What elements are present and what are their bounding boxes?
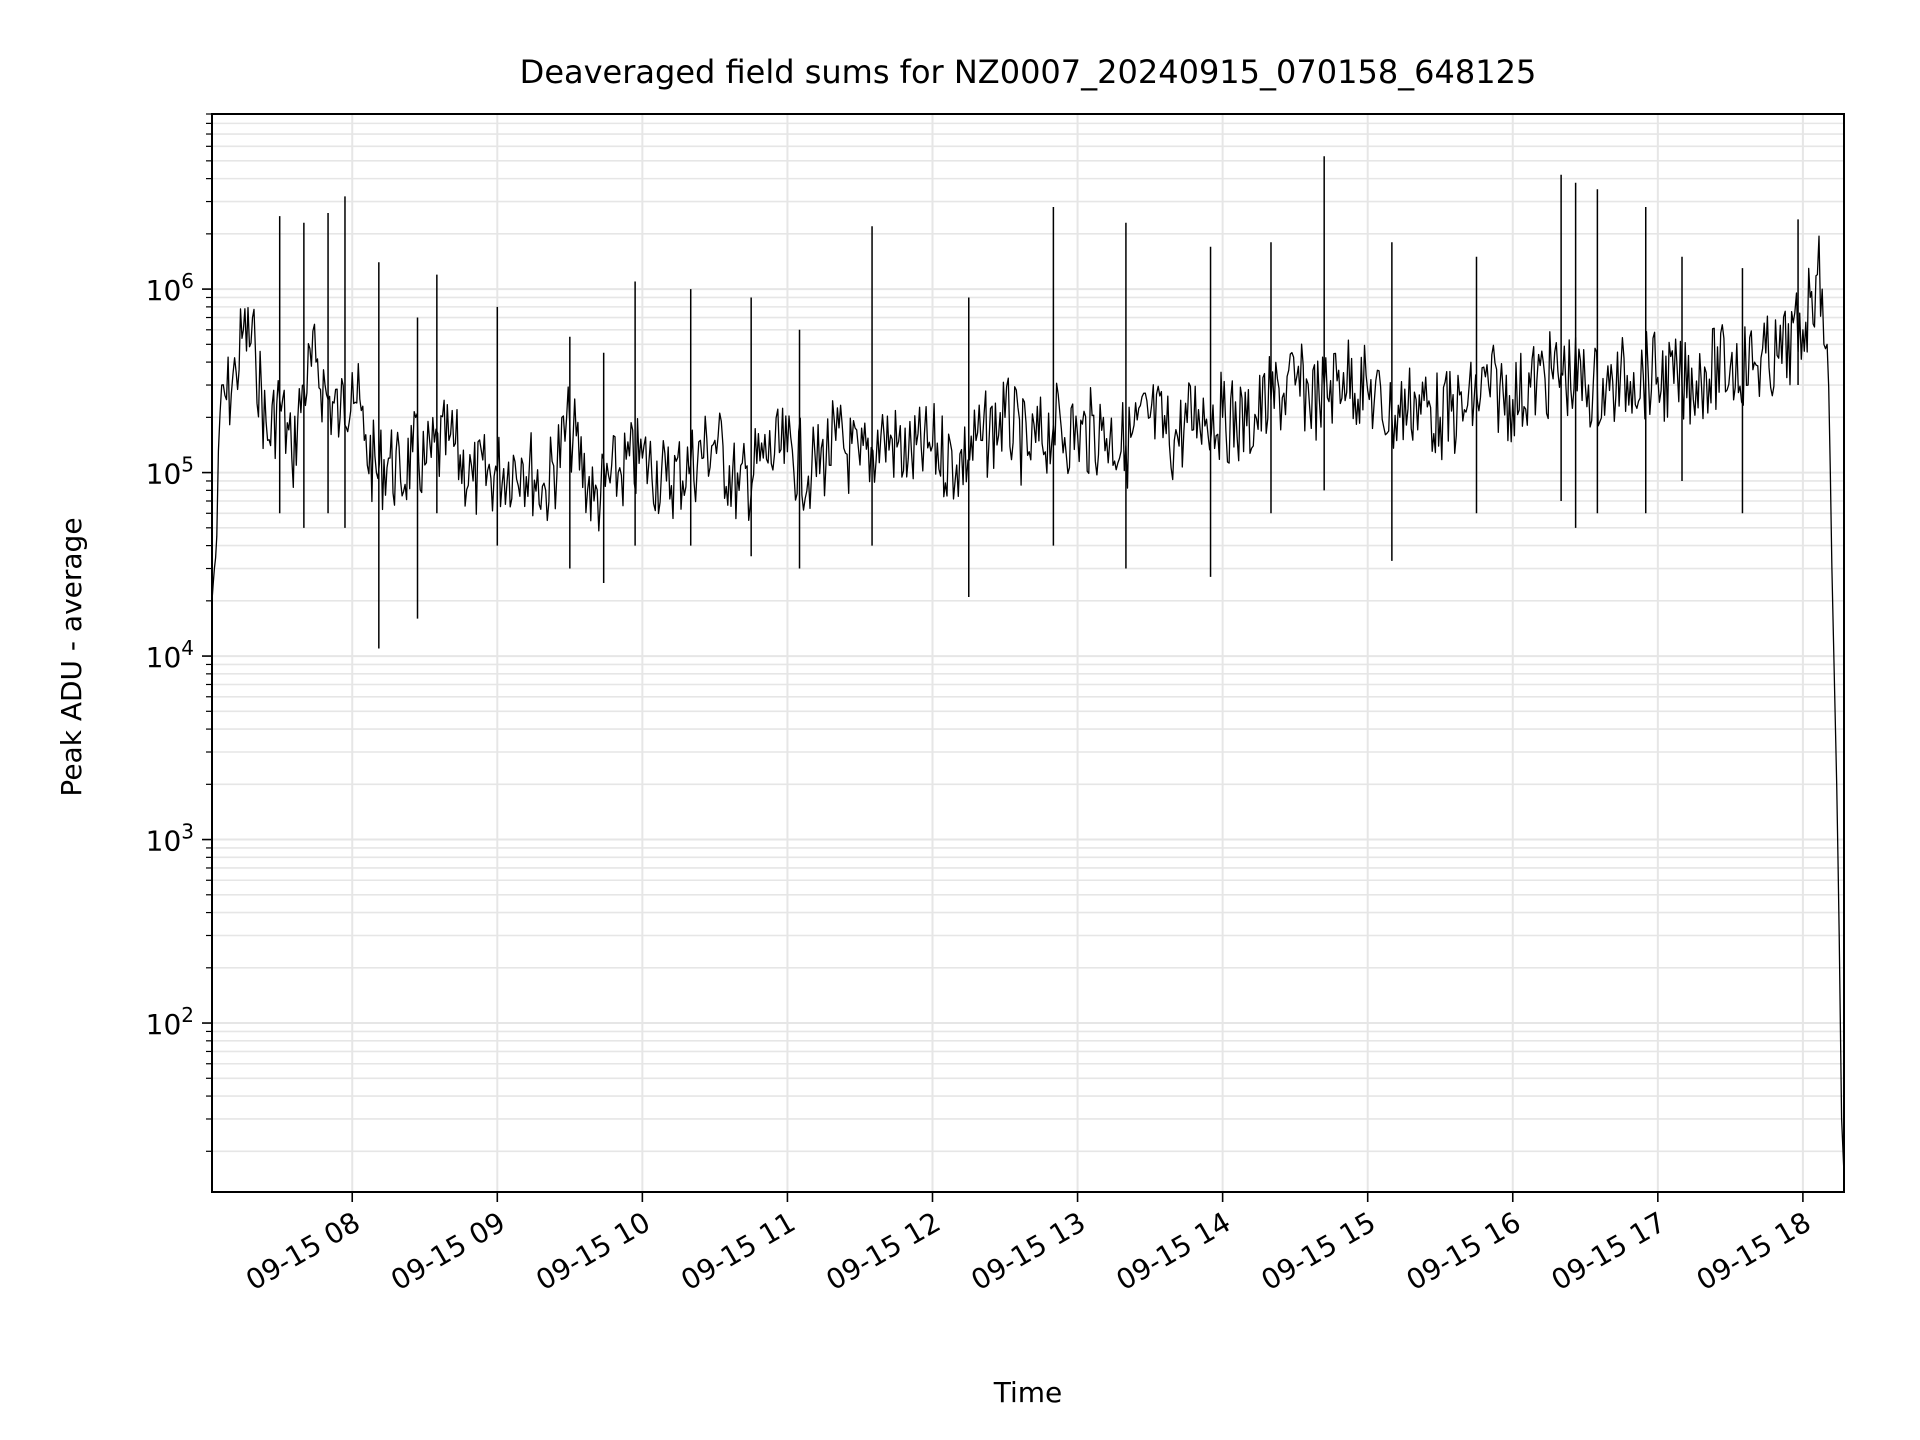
data-layer bbox=[212, 156, 1844, 1175]
x-axis-label: Time bbox=[993, 1376, 1063, 1409]
axes-frame bbox=[211, 113, 1845, 1193]
y-tick-label: 104 bbox=[146, 636, 194, 674]
series-line bbox=[212, 235, 1844, 1175]
chart-title: Deaveraged field sums for NZ0007_2024091… bbox=[520, 53, 1537, 91]
y-tick-label: 106 bbox=[146, 269, 194, 307]
y-tick-label: 103 bbox=[146, 820, 194, 858]
y-tick-label: 102 bbox=[146, 1003, 194, 1041]
y-axis-label: Peak ADU - average bbox=[55, 517, 88, 796]
y-tick-label: 105 bbox=[146, 453, 194, 491]
